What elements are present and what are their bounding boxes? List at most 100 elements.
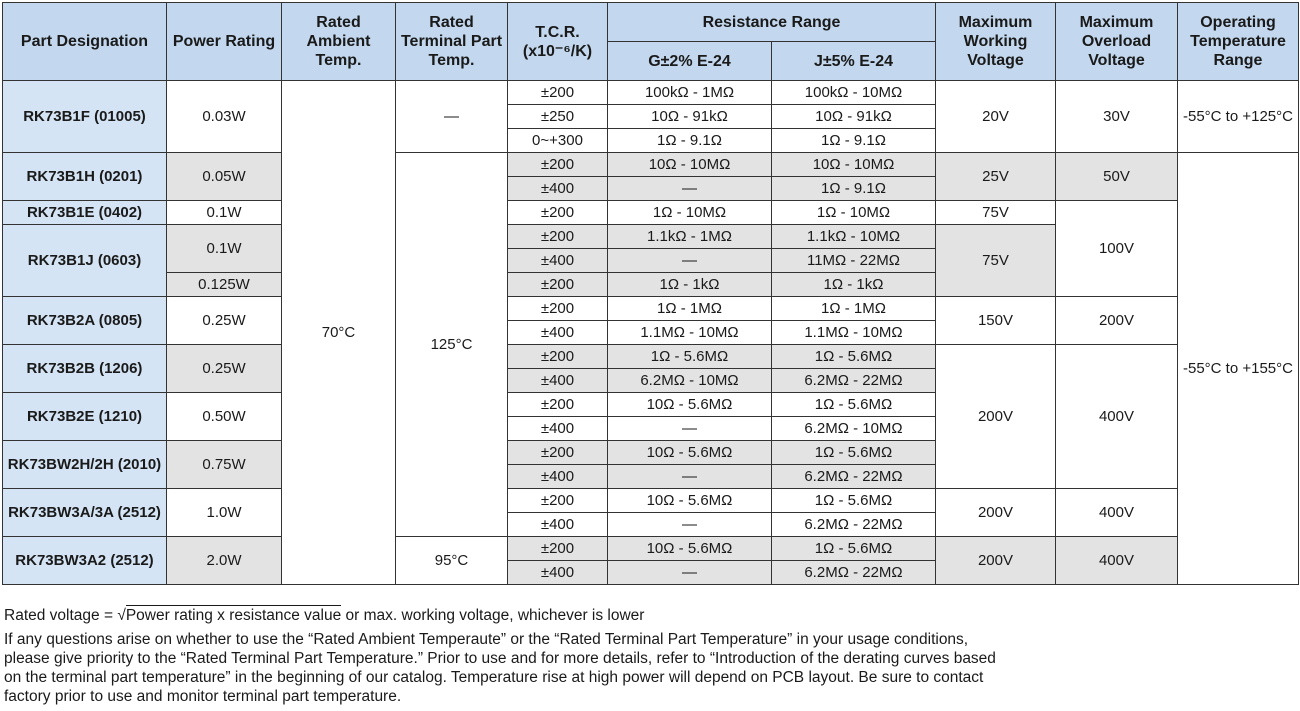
resistance-j: 6.2MΩ - 22MΩ (771, 464, 936, 489)
resistance-j: 10Ω - 10MΩ (771, 152, 936, 177)
max-working-voltage: 25V (935, 152, 1056, 201)
resistance-g: — (607, 464, 772, 489)
part-designation: RK73B2A (0805) (2, 296, 167, 345)
tcr: ±200 (507, 296, 608, 321)
header-tcr: T.C.R. (x10⁻⁶/K) (507, 2, 608, 81)
header-part-designation: Part Designation (2, 2, 167, 81)
part-designation: RK73B2B (1206) (2, 344, 167, 393)
resistance-g: 10Ω - 91kΩ (607, 104, 772, 129)
operating-temp-range: -55°C to +155°C (1177, 152, 1299, 585)
header-g-tolerance: G±2% E-24 (607, 41, 772, 81)
resistance-j: 1Ω - 5.6MΩ (771, 440, 936, 465)
max-working-voltage: 150V (935, 296, 1056, 345)
resistance-j: 6.2MΩ - 10MΩ (771, 416, 936, 441)
max-working-voltage: 200V (935, 344, 1056, 489)
resistance-j: 6.2MΩ - 22MΩ (771, 368, 936, 393)
part-designation: RK73BW3A2 (2512) (2, 536, 167, 585)
tcr: ±400 (507, 416, 608, 441)
tcr: ±200 (507, 344, 608, 369)
tcr: ±400 (507, 320, 608, 345)
resistance-j: 1Ω - 5.6MΩ (771, 392, 936, 417)
max-overload-voltage: 400V (1055, 344, 1178, 489)
tcr: ±400 (507, 368, 608, 393)
resistance-g: 1.1kΩ - 1MΩ (607, 224, 772, 249)
tcr: ±200 (507, 224, 608, 249)
max-overload-voltage: 400V (1055, 536, 1178, 585)
tcr: ±200 (507, 392, 608, 417)
resistance-j: 100kΩ - 10MΩ (771, 80, 936, 105)
resistance-g: — (607, 248, 772, 273)
square-root-icon: √ (117, 607, 126, 624)
header-resistance-range: Resistance Range (607, 2, 936, 42)
tcr: ±200 (507, 272, 608, 297)
resistance-g: 1.1MΩ - 10MΩ (607, 320, 772, 345)
part-designation: RK73B1F (01005) (2, 80, 167, 153)
resistance-j: 1Ω - 1kΩ (771, 272, 936, 297)
resistance-j: 1Ω - 9.1Ω (771, 176, 936, 201)
header-rated-terminal-temp: Rated Terminal Part Temp. (395, 2, 508, 81)
power-rating: 0.1W (166, 200, 282, 225)
resistance-j: 1Ω - 1MΩ (771, 296, 936, 321)
resistance-j: 1Ω - 5.6MΩ (771, 488, 936, 513)
resistance-j: 1.1MΩ - 10MΩ (771, 320, 936, 345)
header-max-working-voltage: Maximum Working Voltage (935, 2, 1056, 81)
resistance-g: 6.2MΩ - 10MΩ (607, 368, 772, 393)
operating-temp-range: -55°C to +125°C (1177, 80, 1299, 153)
terminal-temp-note: If any questions arise on whether to use… (4, 631, 996, 705)
power-rating: 2.0W (166, 536, 282, 585)
resistance-g: 1Ω - 1MΩ (607, 296, 772, 321)
header-max-overload-voltage: Maximum Overload Voltage (1055, 2, 1178, 81)
header-operating-temp-range: Operating Temperature Range (1177, 2, 1299, 81)
power-rating: 0.50W (166, 392, 282, 441)
max-overload-voltage: 100V (1055, 200, 1178, 297)
resistance-g: 10Ω - 5.6MΩ (607, 392, 772, 417)
resistance-g: 1Ω - 9.1Ω (607, 128, 772, 153)
tcr: ±400 (507, 560, 608, 585)
resistance-j: 6.2MΩ - 22MΩ (771, 560, 936, 585)
part-designation: RK73B2E (1210) (2, 392, 167, 441)
footnotes: Rated voltage = √Power rating x resistan… (4, 605, 1004, 706)
max-overload-voltage: 200V (1055, 296, 1178, 345)
tcr: ±400 (507, 464, 608, 489)
part-designation: RK73B1E (0402) (2, 200, 167, 225)
part-designation: RK73BW3A/3A (2512) (2, 488, 167, 537)
rated-terminal-temp: — (395, 80, 508, 153)
part-designation: RK73BW2H/2H (2010) (2, 440, 167, 489)
power-rating: 0.03W (166, 80, 282, 153)
max-working-voltage: 75V (935, 224, 1056, 297)
max-overload-voltage: 400V (1055, 488, 1178, 537)
resistance-g: 1Ω - 10MΩ (607, 200, 772, 225)
power-rating: 0.125W (166, 272, 282, 297)
resistance-g: — (607, 416, 772, 441)
resistance-j: 1Ω - 5.6MΩ (771, 536, 936, 561)
tcr: ±200 (507, 440, 608, 465)
part-designation: RK73B1H (0201) (2, 152, 167, 201)
max-overload-voltage: 50V (1055, 152, 1178, 201)
header-power-rating: Power Rating (166, 2, 282, 81)
resistance-g: 10Ω - 5.6MΩ (607, 440, 772, 465)
tcr: ±200 (507, 152, 608, 177)
max-working-voltage: 20V (935, 80, 1056, 153)
resistance-g: — (607, 176, 772, 201)
power-rating: 0.25W (166, 344, 282, 393)
tcr: ±200 (507, 80, 608, 105)
max-working-voltage: 75V (935, 200, 1056, 225)
power-rating: 1.0W (166, 488, 282, 537)
sqrt-radicand: Power rating x resistance value (125, 605, 342, 624)
resistance-j: 1.1kΩ - 10MΩ (771, 224, 936, 249)
header-rated-ambient-temp: Rated Ambient Temp. (281, 2, 396, 81)
power-rating: 0.25W (166, 296, 282, 345)
header-j-tolerance: J±5% E-24 (771, 41, 936, 81)
resistance-g: — (607, 512, 772, 537)
tcr: ±400 (507, 176, 608, 201)
resistance-g: 10Ω - 10MΩ (607, 152, 772, 177)
resistance-g: 1Ω - 1kΩ (607, 272, 772, 297)
resistance-j: 1Ω - 5.6MΩ (771, 344, 936, 369)
rated-terminal-temp: 125°C (395, 152, 508, 537)
tcr: 0~+300 (507, 128, 608, 153)
max-working-voltage: 200V (935, 488, 1056, 537)
resistance-g: 10Ω - 5.6MΩ (607, 536, 772, 561)
tcr: ±400 (507, 248, 608, 273)
resistance-j: 11MΩ - 22MΩ (771, 248, 936, 273)
rated-voltage-note: Rated voltage = √Power rating x resistan… (4, 605, 645, 624)
